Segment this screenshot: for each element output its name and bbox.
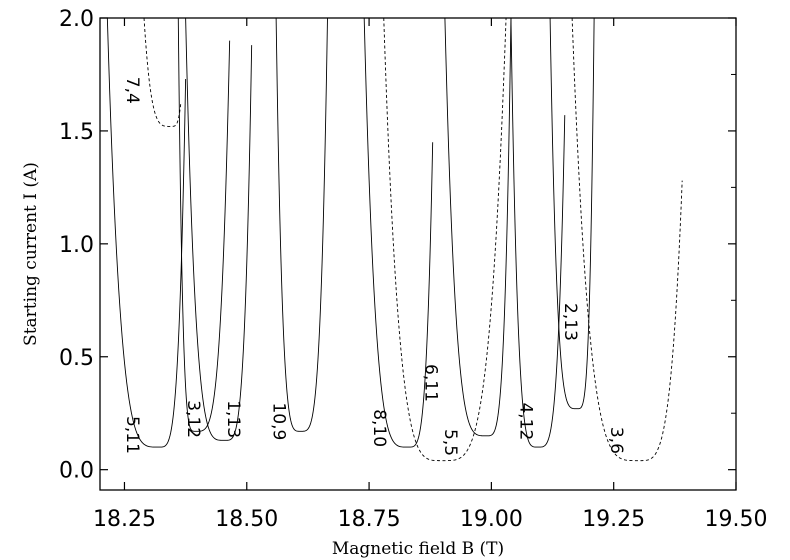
y-tick-label: 0.5 [59, 346, 94, 371]
curve-1-13 [185, 18, 253, 441]
mode-label: 10,9 [269, 402, 289, 440]
mode-label: 4,12 [516, 402, 536, 440]
x-tick-labels: 18.25 18.50 18.75 19.00 19.25 19.50 [93, 507, 768, 532]
axis-ticks [100, 17, 737, 490]
x-axis-title: Magnetic field B (T) [332, 539, 504, 559]
curve-5-11 [106, 18, 187, 448]
mode-label: 3,12 [183, 400, 203, 438]
curve-3-6 [571, 18, 683, 462]
x-tick-label: 19.00 [460, 507, 523, 532]
y-tick-label: 1.0 [59, 233, 94, 258]
x-tick-label: 18.75 [338, 507, 401, 532]
mode-label: 7,4 [122, 77, 142, 104]
curve-10-9 [275, 18, 328, 432]
mode-label: 3,6 [606, 427, 626, 454]
mode-label: 5,5 [440, 429, 460, 456]
curves [106, 18, 683, 462]
x-tick-label: 19.50 [705, 507, 768, 532]
curve-7-4 [143, 18, 182, 127]
curve-5-5 [383, 18, 507, 462]
x-tick-label: 18.25 [93, 507, 156, 532]
mode-label: 2,13 [560, 303, 580, 341]
mode-label: 5,11 [122, 416, 142, 454]
mode-label: 8,10 [369, 409, 389, 447]
y-tick-label: 2.0 [59, 7, 94, 32]
curve-8-10 [363, 18, 434, 448]
mode-label: 1,13 [223, 400, 243, 438]
y-axis-title: Starting current I (A) [21, 162, 41, 346]
x-tick-label: 19.25 [582, 507, 645, 532]
curve-6-11 [444, 18, 512, 437]
y-tick-label: 0.0 [59, 459, 94, 484]
plot-frame [99, 17, 737, 491]
y-tick-label: 1.5 [59, 120, 94, 145]
y-tick-labels: 0.0 0.5 1.0 1.5 2.0 [59, 7, 94, 484]
mode-label: 6,11 [420, 364, 440, 402]
curve-3-12 [177, 18, 231, 432]
curve-2-13 [549, 18, 595, 410]
mode-labels: 7,4 5,11 3,12 1,13 10,9 8,10 6,11 5,5 4,12 2,13 3,… [122, 77, 626, 456]
curve-4-12 [510, 18, 566, 448]
x-tick-label: 18.50 [215, 507, 278, 532]
